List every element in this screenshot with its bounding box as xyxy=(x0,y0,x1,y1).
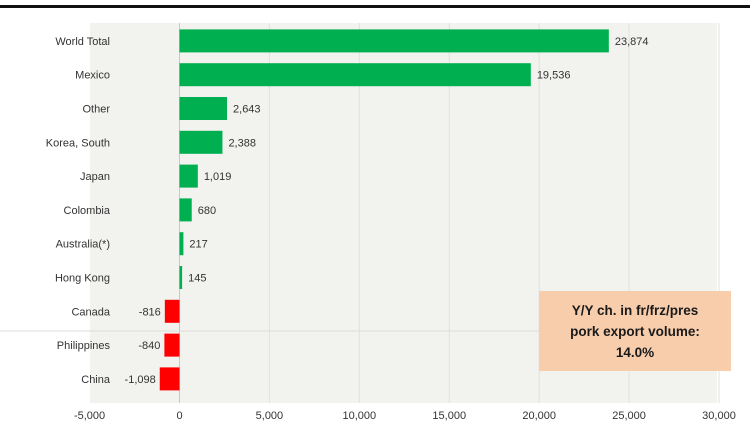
category-label: Other xyxy=(82,104,110,116)
x-tick-label: 30,000 xyxy=(702,410,736,422)
data-label: -840 xyxy=(138,340,160,352)
data-label: 1,019 xyxy=(204,171,232,183)
data-label: 680 xyxy=(198,205,216,217)
x-tick-labels: -5,000 0 5,000 10,000 15,000 20,000 25,000 30,0… xyxy=(74,410,736,422)
data-label: 19,536 xyxy=(537,70,571,82)
x-tick-label: 5,000 xyxy=(256,410,284,422)
category-label: World Total xyxy=(55,36,110,48)
yoy-change-callout: Y/Y ch. in fr/frz/pres pork export volum… xyxy=(539,291,731,371)
category-label: Hong Kong xyxy=(55,273,110,285)
data-label: 217 xyxy=(189,239,207,251)
x-tick-label: 10,000 xyxy=(343,410,377,422)
callout-line-2: pork export volume: xyxy=(570,323,700,339)
data-label: -816 xyxy=(139,306,161,318)
category-label: Colombia xyxy=(64,205,111,217)
data-label: 145 xyxy=(188,273,206,285)
x-tick-label: 15,000 xyxy=(432,410,466,422)
data-label: 23,874 xyxy=(615,36,649,48)
bar xyxy=(179,198,192,222)
bar xyxy=(164,299,180,323)
bar xyxy=(179,130,223,154)
bar xyxy=(179,266,183,289)
category-label: Japan xyxy=(80,171,110,183)
data-label: -1,098 xyxy=(125,374,156,386)
bar xyxy=(179,29,609,53)
bar xyxy=(179,232,184,256)
x-tick-label: 25,000 xyxy=(612,410,646,422)
x-tick-label: 20,000 xyxy=(522,410,556,422)
bar xyxy=(159,367,180,391)
x-tick-label: 0 xyxy=(176,410,182,422)
category-label: Philippines xyxy=(57,340,111,352)
bar xyxy=(164,333,180,357)
category-label: Canada xyxy=(71,306,110,318)
data-label: 2,643 xyxy=(233,104,261,116)
category-label: Australia(*) xyxy=(56,239,110,251)
bars xyxy=(159,29,609,391)
bar xyxy=(179,164,198,188)
category-labels: World Total Mexico Other Korea, South Japan C… xyxy=(46,36,111,386)
category-label: China xyxy=(81,374,111,386)
callout-line-1: Y/Y ch. in fr/frz/pres xyxy=(571,302,699,318)
x-tick-label: -5,000 xyxy=(74,410,105,422)
category-label: Korea, South xyxy=(46,137,110,149)
bar xyxy=(179,97,228,120)
data-label: 2,388 xyxy=(228,137,256,149)
bar xyxy=(179,63,531,87)
top-rule xyxy=(0,5,750,8)
callout-line-3: 14.0% xyxy=(615,344,655,360)
category-label: Mexico xyxy=(75,70,110,82)
value-labels: 23,874 19,536 2,643 2,388 1,019 680 217 145 -816… xyxy=(125,36,649,386)
